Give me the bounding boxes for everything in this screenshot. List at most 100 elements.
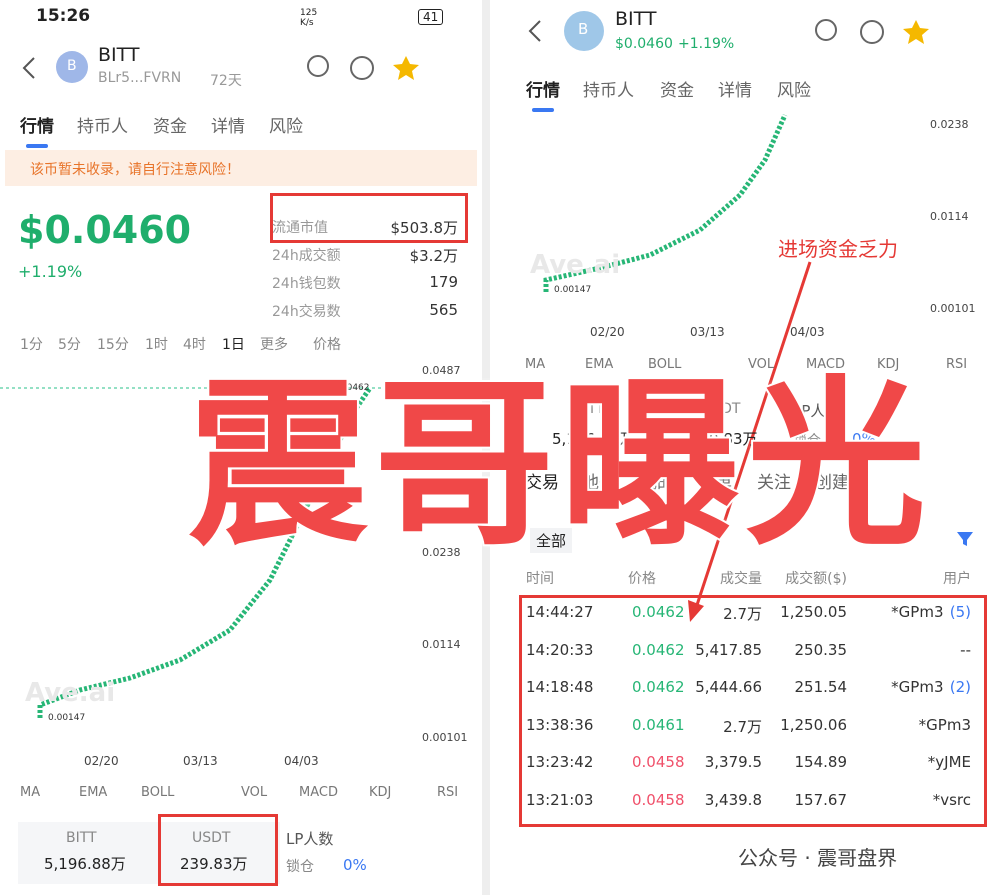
- stat-value: $503.8万: [390, 219, 459, 237]
- token-name: BITT: [98, 44, 140, 66]
- tab[interactable]: 行情: [20, 117, 54, 137]
- y-axis-label: 0.0238: [930, 118, 969, 131]
- price-change: +1.19%: [18, 262, 83, 281]
- pool-amount: 5,196.88万: [552, 430, 634, 448]
- column-header: 时间: [526, 571, 554, 587]
- price-curve: [37, 386, 373, 718]
- lock-value: 0%: [852, 430, 876, 448]
- trade-price: 0.0462: [632, 678, 685, 696]
- tab-indicator: [26, 144, 48, 148]
- gauge-icon[interactable]: [350, 56, 374, 80]
- chart-watermark: Ave.ai: [25, 678, 116, 708]
- tab[interactable]: 资金: [153, 117, 187, 137]
- trade-time: 13:23:42: [526, 753, 594, 771]
- x-axis-label: 04/03: [284, 754, 319, 768]
- token-address: BLr5...FVRN: [98, 70, 182, 86]
- arrow: [694, 261, 812, 609]
- trade-user: *GPm3: [891, 678, 944, 696]
- back-icon: [22, 57, 35, 79]
- y-axis-label: 0.0114: [930, 210, 969, 223]
- timeframe[interactable]: 5分: [58, 337, 81, 353]
- price: $0.0460: [615, 36, 673, 52]
- trade-volume: 5,417.85: [695, 640, 762, 659]
- token-icon: [56, 51, 88, 83]
- column-header: 成交额($): [785, 571, 847, 587]
- y-axis-label: 0.00101: [930, 302, 976, 315]
- column-header: 成交量: [720, 571, 762, 587]
- tab[interactable]: 资金: [660, 81, 694, 101]
- lock-value: 0%: [343, 856, 367, 874]
- indicator[interactable]: MACD: [299, 785, 338, 800]
- indicator[interactable]: BOLL: [141, 785, 175, 800]
- trade-user-count: (2): [949, 678, 971, 696]
- indicator[interactable]: RSI: [437, 785, 459, 800]
- star-icon[interactable]: [903, 20, 929, 44]
- pool-token: BITT: [66, 830, 97, 846]
- indicator[interactable]: KDJ: [369, 785, 392, 800]
- panel-divider: [482, 0, 490, 895]
- bell-icon[interactable]: [815, 19, 837, 41]
- trade-tab[interactable]: 关注: [757, 473, 791, 493]
- x-axis-label: 04/03: [790, 325, 825, 339]
- indicator[interactable]: MA: [525, 357, 546, 372]
- tab[interactable]: 行情: [526, 81, 560, 101]
- trade-price: 0.0462: [632, 640, 685, 659]
- tab[interactable]: 详情: [211, 117, 245, 137]
- indicator[interactable]: KDJ: [877, 357, 900, 372]
- pool-token: USDT: [192, 830, 231, 846]
- indicator[interactable]: VOL: [241, 785, 268, 800]
- indicator[interactable]: RSI: [946, 357, 968, 372]
- bell-icon[interactable]: [307, 55, 329, 77]
- indicator[interactable]: EMA: [79, 785, 108, 800]
- trade-tab[interactable]: 交易: [525, 473, 559, 493]
- trade-tab[interactable]: 创建者: [815, 473, 866, 493]
- trade-time: 13:21:03: [526, 790, 594, 809]
- trade-volume: 3,379.5: [704, 753, 762, 771]
- tab[interactable]: 风险: [777, 81, 811, 101]
- warning-bar: [5, 150, 477, 186]
- trade-tab[interactable]: 池子: [582, 473, 616, 493]
- stat-value: 179: [429, 273, 458, 291]
- token-icon: [564, 11, 604, 51]
- tab[interactable]: 持币人: [583, 81, 634, 101]
- gauge-icon[interactable]: [860, 20, 884, 44]
- tab[interactable]: 风险: [269, 117, 303, 137]
- trade-tab[interactable]: 我的: [640, 473, 674, 493]
- indicator[interactable]: MACD: [806, 357, 845, 372]
- x-axis-label: 03/13: [183, 754, 218, 768]
- low-label: 0.00147: [554, 285, 592, 295]
- indicator[interactable]: MA: [20, 785, 41, 800]
- pool-amount: 239.83万: [690, 430, 758, 448]
- filter-chip[interactable]: 全部: [530, 528, 573, 553]
- token-age: 72天: [210, 73, 242, 89]
- pool-token: USDT: [702, 401, 741, 417]
- trade-tab[interactable]: 持单: [698, 473, 732, 493]
- tab[interactable]: 持币人: [77, 117, 128, 137]
- indicator[interactable]: VOL: [748, 357, 775, 372]
- timeframe[interactable]: 价格: [313, 337, 341, 353]
- timeframe[interactable]: 15分: [97, 337, 129, 353]
- trade-volume: 5,444.66: [695, 678, 762, 696]
- y-axis-label: 0.0114: [422, 638, 461, 651]
- star-icon[interactable]: [393, 56, 419, 80]
- tab[interactable]: 详情: [718, 81, 752, 101]
- timeframe[interactable]: 1分: [20, 337, 43, 353]
- pool-amount: 239.83万: [180, 855, 248, 873]
- tab-indicator: [532, 108, 554, 112]
- timeframe[interactable]: 1日: [222, 337, 245, 353]
- x-axis-label: 02/20: [84, 754, 119, 768]
- stat-label: 24h交易数: [272, 304, 341, 320]
- overlay-text: 震哥曝光: [186, 359, 933, 572]
- indicator[interactable]: BOLL: [648, 357, 682, 372]
- price-tag: [420, 382, 464, 398]
- timeframe[interactable]: 更多: [260, 337, 288, 353]
- trade-amount: 1,250.05: [780, 603, 847, 621]
- filter-icon[interactable]: [957, 532, 973, 546]
- indicator[interactable]: EMA: [585, 357, 614, 372]
- timeframe[interactable]: 4时: [183, 337, 206, 353]
- column-header: 价格: [628, 571, 656, 587]
- timeframe[interactable]: 1时: [145, 337, 168, 353]
- trade-volume: 2.7万: [723, 605, 762, 623]
